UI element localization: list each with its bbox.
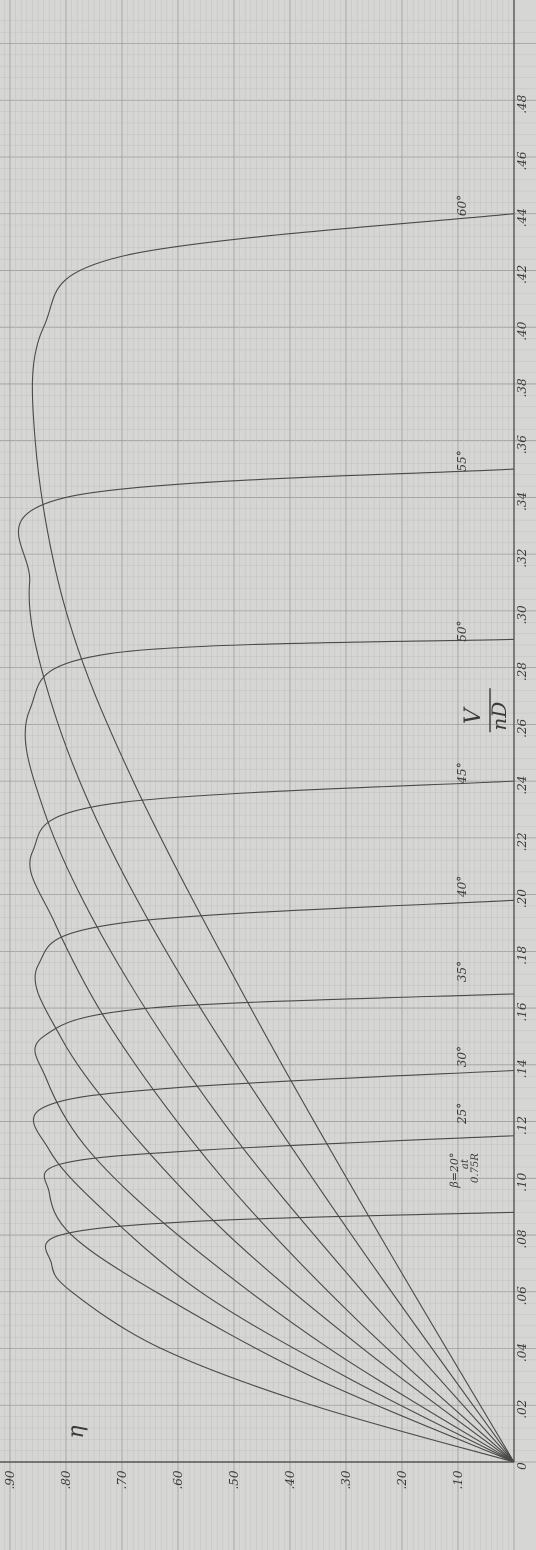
y-tick-label: .50 xyxy=(227,1470,241,1489)
y-axis-label: η xyxy=(64,1425,89,1438)
efficiency-curve xyxy=(45,1211,515,1463)
x-tick-label: .26 xyxy=(515,718,529,737)
y-tick-label: .80 xyxy=(59,1470,73,1489)
x-tick-label: .06 xyxy=(515,1286,529,1305)
x-tick-label: .48 xyxy=(515,94,529,113)
x-tick-label: 0 xyxy=(515,1462,529,1470)
x-tick-label: .36 xyxy=(515,435,529,454)
x-tick-label: .28 xyxy=(515,662,529,681)
y-tick-label: .30 xyxy=(339,1470,353,1489)
x-tick-label: .44 xyxy=(515,208,529,227)
y-tick-label: .70 xyxy=(115,1470,129,1489)
efficiency-curve xyxy=(32,1069,515,1463)
axes xyxy=(0,0,515,1463)
x-tick-label: .30 xyxy=(515,605,529,624)
x-axis-label-top: V xyxy=(461,706,486,724)
efficiency-curve xyxy=(24,638,515,1463)
x-tick-label: .46 xyxy=(515,151,529,170)
efficiency-curve xyxy=(34,993,515,1463)
x-tick-label: .42 xyxy=(515,265,529,284)
series-label: 35° xyxy=(455,961,469,982)
series-label: 40° xyxy=(455,876,469,898)
beta-label-radius: 0.75R xyxy=(470,1153,481,1183)
efficiency-curve xyxy=(34,899,515,1463)
series-label: 30° xyxy=(455,1046,469,1067)
x-tick-label: .38 xyxy=(515,378,529,397)
series-label: 25° xyxy=(455,1103,469,1125)
y-tick-label: .10 xyxy=(451,1470,465,1489)
x-tick-label: .22 xyxy=(515,832,529,851)
x-tick-label: .32 xyxy=(515,549,529,568)
x-tick-label: .24 xyxy=(515,776,529,795)
efficiency-curve xyxy=(43,1135,515,1463)
efficiency-curve xyxy=(18,468,515,1463)
x-tick-label: .40 xyxy=(515,321,529,340)
efficiency-curve xyxy=(29,780,515,1463)
y-tick-label: .20 xyxy=(395,1470,409,1489)
x-tick-label: .02 xyxy=(515,1400,529,1419)
x-tick-label: .20 xyxy=(515,889,529,908)
x-tick-label: .34 xyxy=(515,492,529,511)
curves xyxy=(18,213,515,1463)
y-tick-label: .60 xyxy=(171,1470,185,1489)
efficiency-curve xyxy=(31,213,515,1463)
y-tick-label: .40 xyxy=(283,1470,297,1489)
x-tick-label: .12 xyxy=(515,1116,529,1135)
x-axis-label-bottom: nD xyxy=(487,702,511,731)
x-tick-label: .04 xyxy=(515,1343,529,1362)
x-tick-label: .16 xyxy=(515,1002,529,1021)
beta-label-at: at xyxy=(460,1158,471,1169)
x-tick-label: .10 xyxy=(515,1172,529,1191)
series-label: 50° xyxy=(455,620,469,641)
x-tick-label: .14 xyxy=(515,1059,529,1078)
series-label: 45° xyxy=(455,762,469,784)
y-tick-label: .90 xyxy=(3,1470,17,1489)
beta-label: β=20° xyxy=(448,1153,461,1189)
labels: 0 .02 .04 .06 .08 .10 .12 .14 .16 .18 .20 .22 .24 .26… xyxy=(3,94,529,1489)
series-label: 55° xyxy=(455,450,469,471)
x-tick-label: .18 xyxy=(515,945,529,964)
x-tick-label: .08 xyxy=(515,1229,529,1248)
series-label: 60° xyxy=(455,195,469,216)
